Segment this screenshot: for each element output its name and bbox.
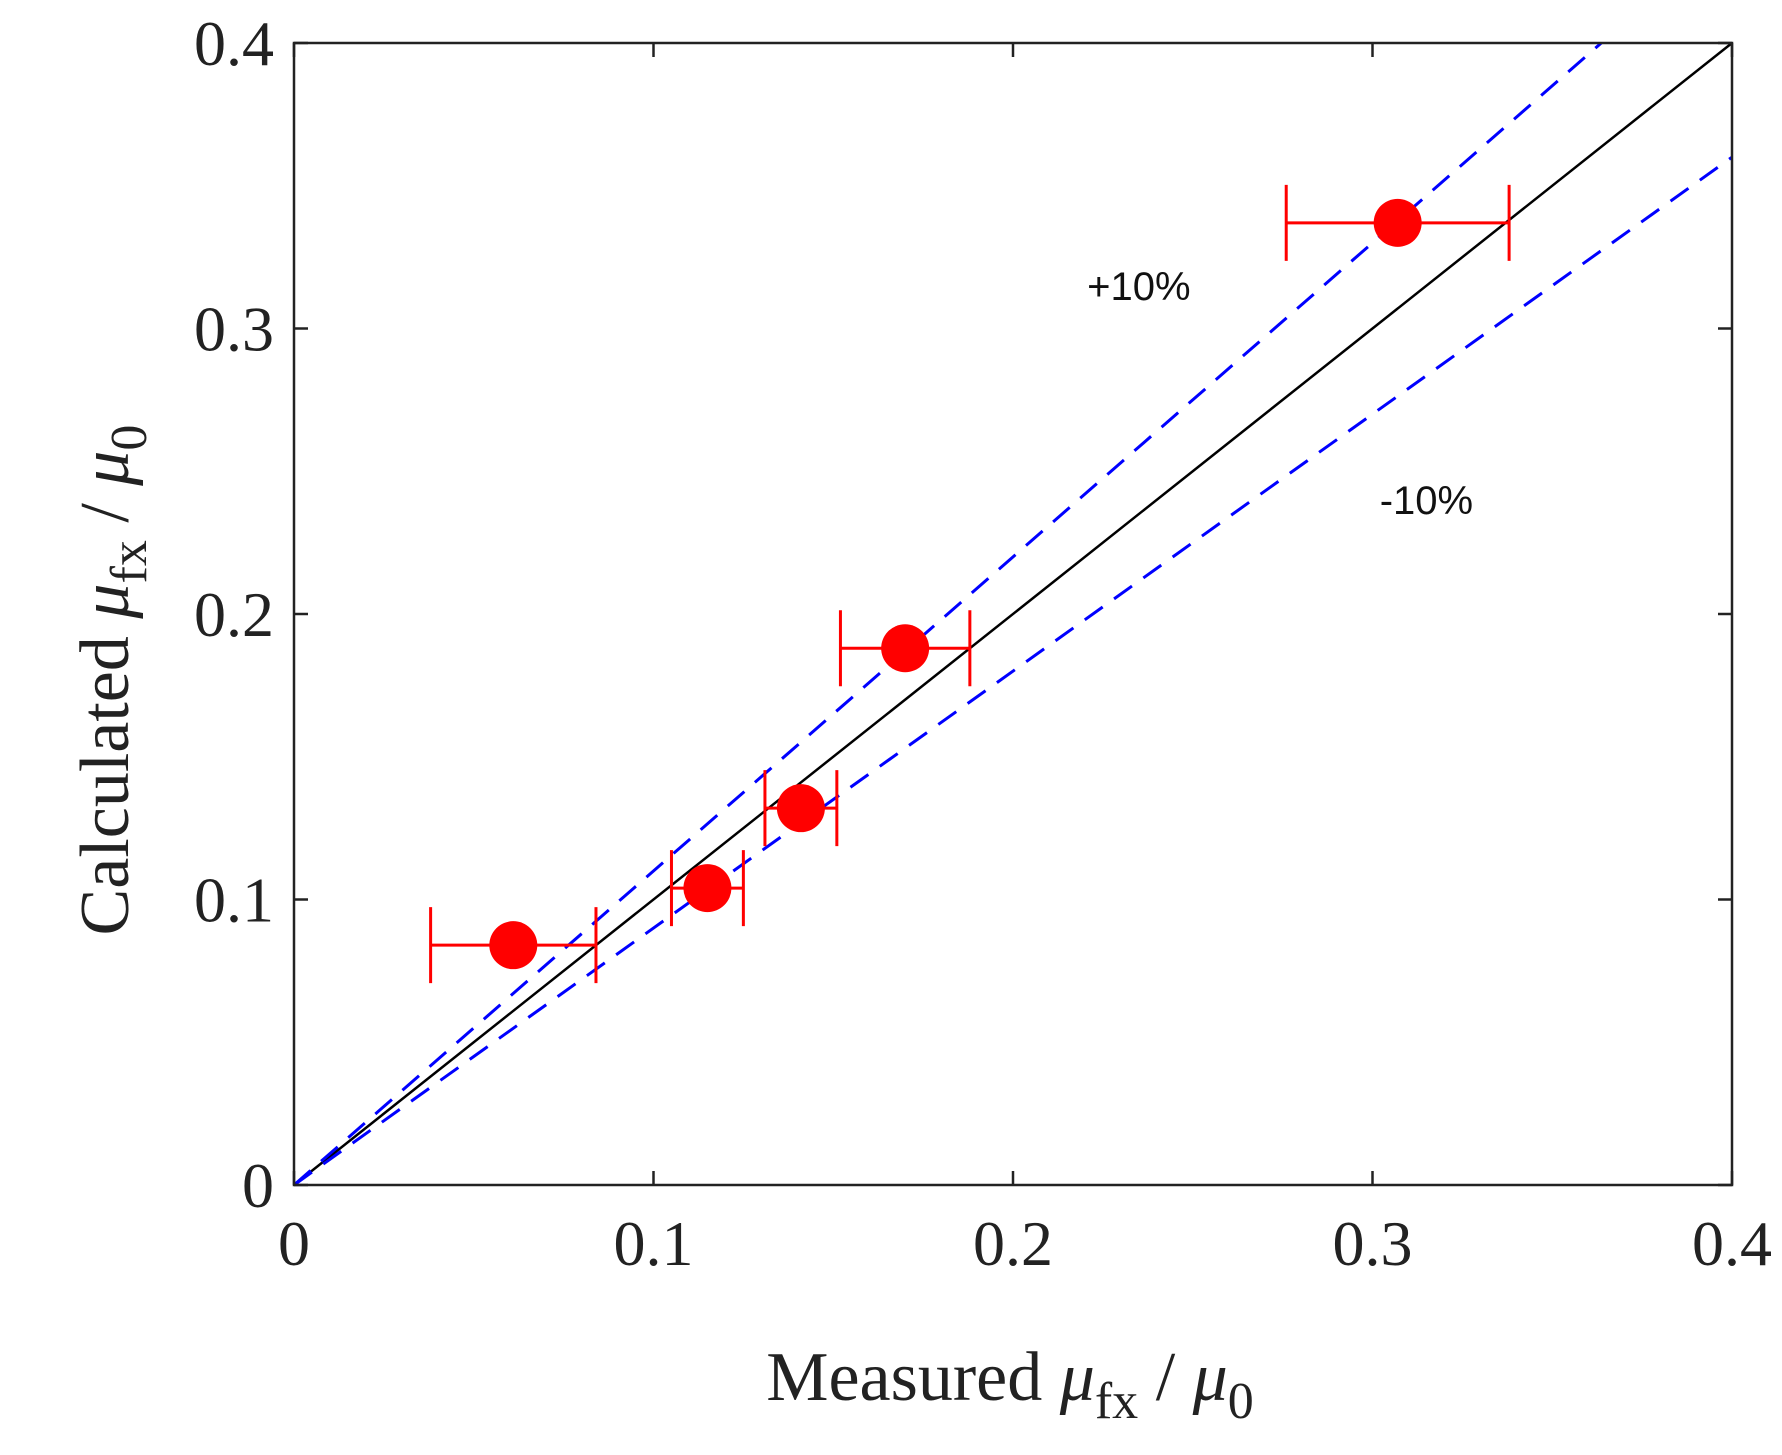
minus-10-percent-label: -10% <box>1380 479 1473 523</box>
plus-10-percent-label: +10% <box>1087 265 1190 309</box>
x-axis-title: Measured μfx / μ0 <box>766 1339 1254 1430</box>
data-point-group <box>763 770 839 847</box>
reference-lines <box>293 41 1733 1187</box>
data-point <box>881 624 930 673</box>
data-point-group <box>669 850 745 927</box>
data-point <box>1373 198 1422 247</box>
data-point <box>489 921 538 970</box>
minus-10-percent-line <box>293 155 1733 1187</box>
data-points <box>429 184 1511 984</box>
data-point <box>683 864 732 913</box>
y-axis-title: Calculated μfx / μ0 <box>67 425 158 936</box>
y-tick-label: 0.1 <box>194 865 274 936</box>
tick-labels: 0 0.1 0.2 0.3 0.4 0 0.1 0.2 0.3 0.4 <box>194 8 1772 1279</box>
data-point-group <box>429 907 598 984</box>
data-point-group <box>838 610 972 687</box>
x-tick-label: 0.2 <box>973 1208 1053 1279</box>
data-point-group <box>1284 184 1511 261</box>
x-tick-label: 0.4 <box>1692 1208 1772 1279</box>
identity-line <box>293 42 1733 1186</box>
axes-frame <box>292 41 1734 1187</box>
annotations: +10% -10% <box>1087 265 1473 523</box>
data-point <box>776 784 825 833</box>
y-tick-label: 0.3 <box>194 294 274 365</box>
y-tick-label: 0.4 <box>194 8 274 79</box>
y-tick-label: 0.2 <box>194 579 274 650</box>
x-tick-label: 0.3 <box>1333 1208 1413 1279</box>
y-tick-label: 0 <box>242 1150 274 1221</box>
x-tick-label: 0.1 <box>614 1208 694 1279</box>
x-tick-label: 0 <box>278 1208 310 1279</box>
